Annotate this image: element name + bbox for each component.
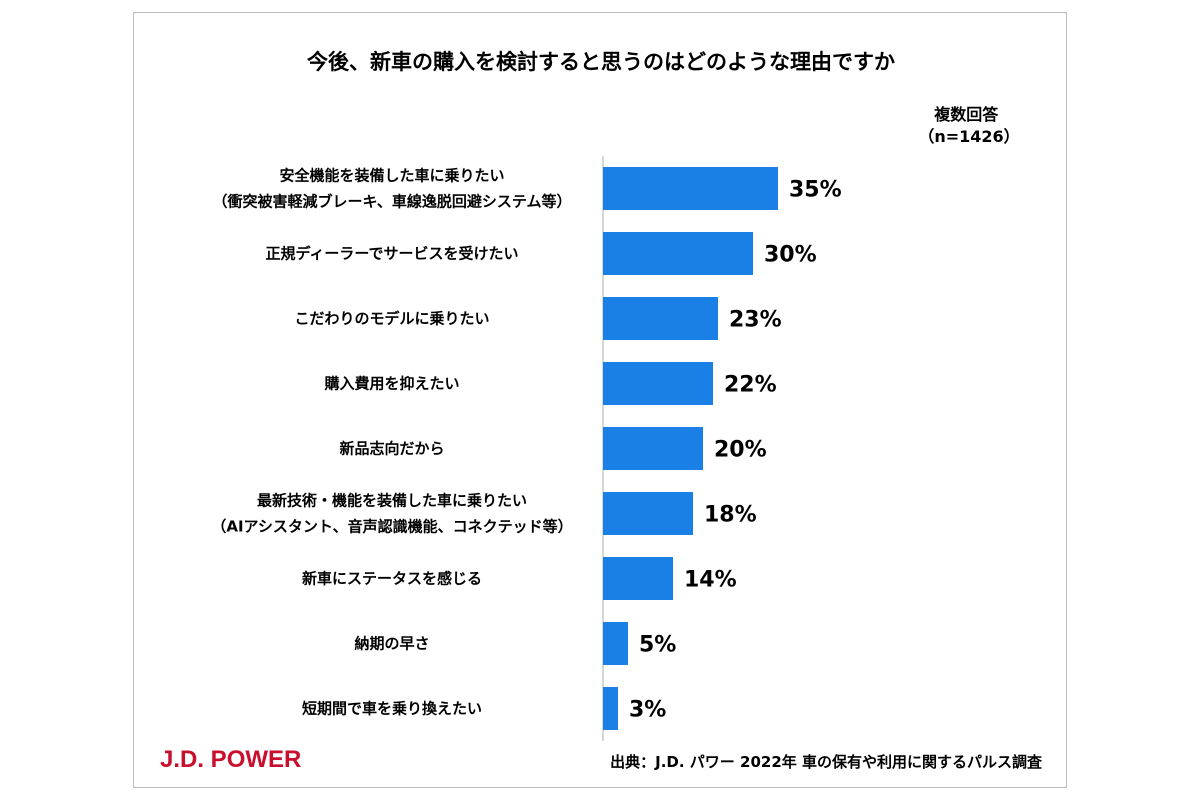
value-label-4: 22% [724, 373, 777, 398]
category-label-5: 新品志向だから [339, 440, 444, 458]
category-label-3: こだわりのモデルに乗りたい [294, 310, 489, 328]
category-label-8: 納期の早さ [354, 635, 429, 653]
note-multiple-answers: 複数回答 [933, 105, 999, 124]
category-label-6-line-1: 最新技術・機能を装備した車に乗りたい [257, 492, 527, 510]
chart-title: 今後、新車の購入を検討すると思うのはどのような理由ですか [307, 50, 895, 74]
value-label-6: 18% [704, 503, 757, 528]
bar-2 [603, 232, 753, 275]
category-label-1: 安全機能を装備した車に乗りたい （衝突被害軽減ブレーキ、車線逸脱回避システム等） [213, 167, 572, 211]
value-label-7: 14% [684, 568, 737, 593]
value-label-8: 5% [639, 633, 676, 658]
value-label-5: 20% [714, 438, 767, 463]
plot-area: 35% 安全機能を装備した車に乗りたい （衝突被害軽減ブレーキ、車線逸脱回避システム… [211, 156, 842, 741]
category-label-1-line-1: 安全機能を装備した車に乗りたい [279, 167, 504, 185]
bar-5 [603, 427, 703, 470]
category-label-5-line-1: 新品志向だから [339, 440, 444, 458]
bar-8 [603, 622, 628, 665]
chart-card: 今後、新車の購入を検討すると思うのはどのような理由ですか 複数回答 （n=142… [133, 12, 1067, 788]
value-label-1: 35% [789, 178, 842, 203]
category-label-2-line-1: 正規ディーラーでサービスを受けたい [265, 245, 518, 263]
category-label-7-line-1: 新車にステータスを感じる [302, 570, 482, 588]
bar-6 [603, 492, 693, 535]
source-note: 出典：J.D. パワー 2022年 車の保有や利用に関するパルス調査 [610, 753, 1043, 771]
bar-7 [603, 557, 673, 600]
category-label-1-line-2: （衝突被害軽減ブレーキ、車線逸脱回避システム等） [213, 193, 572, 211]
value-label-2: 30% [764, 243, 817, 268]
category-label-9-line-1: 短期間で車を乗り換えたい [302, 700, 482, 718]
category-label-7: 新車にステータスを感じる [302, 570, 482, 588]
note-sample-size: （n=1426） [918, 127, 1019, 146]
category-label-2: 正規ディーラーでサービスを受けたい [265, 245, 518, 263]
bar-chart: 今後、新車の購入を検討すると思うのはどのような理由ですか 複数回答 （n=142… [160, 50, 1043, 773]
respondent-note: 複数回答 （n=1426） [918, 105, 1019, 146]
bar-9 [603, 687, 618, 730]
bar-1 [603, 167, 778, 210]
jd-power-logo: J.D. POWER [160, 746, 301, 773]
category-label-4: 購入費用を抑えたい [323, 375, 459, 393]
category-label-3-line-1: こだわりのモデルに乗りたい [294, 310, 489, 328]
category-label-6-line-2: （AIアシスタント、音声認識機能、コネクテッド等） [211, 518, 572, 536]
category-label-4-line-1: 購入費用を抑えたい [323, 375, 459, 393]
category-label-8-line-1: 納期の早さ [354, 635, 429, 653]
category-label-6: 最新技術・機能を装備した車に乗りたい （AIアシスタント、音声認識機能、コネクテッ… [211, 492, 572, 536]
category-label-9: 短期間で車を乗り換えたい [302, 700, 482, 718]
bar-4 [603, 362, 713, 405]
value-label-9: 3% [629, 698, 666, 723]
value-label-3: 23% [729, 308, 782, 333]
bar-3 [603, 297, 718, 340]
